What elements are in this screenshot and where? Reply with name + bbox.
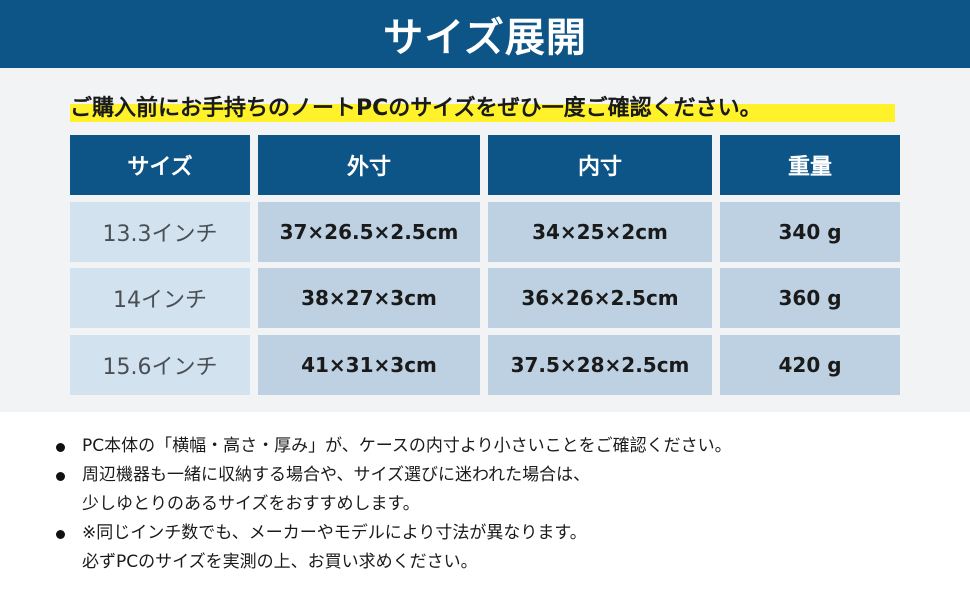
note-item: ※同じインチ数でも、メーカーやモデルにより寸法が異なります。 必ずPCのサイズを実… [50, 519, 732, 577]
note-text: ※同じインチ数でも、メーカーやモデルにより寸法が異なります。 [82, 523, 587, 543]
table-cell: 340 g [720, 202, 900, 262]
table-header-cell: 内寸 [488, 135, 712, 195]
table-header-cell: サイズ [70, 135, 250, 195]
subtitle: ご購入前にお手持ちのノートPCのサイズをぜひ一度ご確認ください。 [70, 96, 762, 121]
table-cell: 360 g [720, 268, 900, 328]
note-text: 周辺機器も一緒に収納する場合や、サイズ選びに迷われた場合は、 [82, 465, 591, 485]
page-title: サイズ展開 [383, 15, 587, 61]
table-cell: 34×25×2cm [488, 202, 712, 262]
notes-list: PC本体の「横幅・高さ・厚み」が、ケースの内寸より小さいことをご確認ください。 … [50, 432, 732, 577]
note-text: 必ずPCのサイズを実測の上、お買い求めください。 [82, 552, 478, 572]
note-text: PC本体の「横幅・高さ・厚み」が、ケースの内寸より小さいことをご確認ください。 [82, 436, 732, 456]
note-text: 少しゆとりのあるサイズをおすすめします。 [82, 494, 420, 514]
note-item: PC本体の「横幅・高さ・厚み」が、ケースの内寸より小さいことをご確認ください。 [50, 432, 732, 461]
table-cell: 420 g [720, 335, 900, 395]
title-banner: サイズ展開 [0, 0, 970, 68]
table-cell: 37.5×28×2.5cm [488, 335, 712, 395]
table-cell: 37×26.5×2.5cm [258, 202, 480, 262]
table-cell: 36×26×2.5cm [488, 268, 712, 328]
table-header-cell: 重量 [720, 135, 900, 195]
table-cell: 13.3インチ [70, 202, 250, 262]
table-cell: 41×31×3cm [258, 335, 480, 395]
table-cell: 15.6インチ [70, 335, 250, 395]
table-cell: 14インチ [70, 268, 250, 328]
subtitle-highlight [70, 104, 895, 122]
table-cell: 38×27×3cm [258, 268, 480, 328]
note-item: 周辺機器も一緒に収納する場合や、サイズ選びに迷われた場合は、 少しゆとりのあるサイ… [50, 461, 732, 519]
table-header-cell: 外寸 [258, 135, 480, 195]
